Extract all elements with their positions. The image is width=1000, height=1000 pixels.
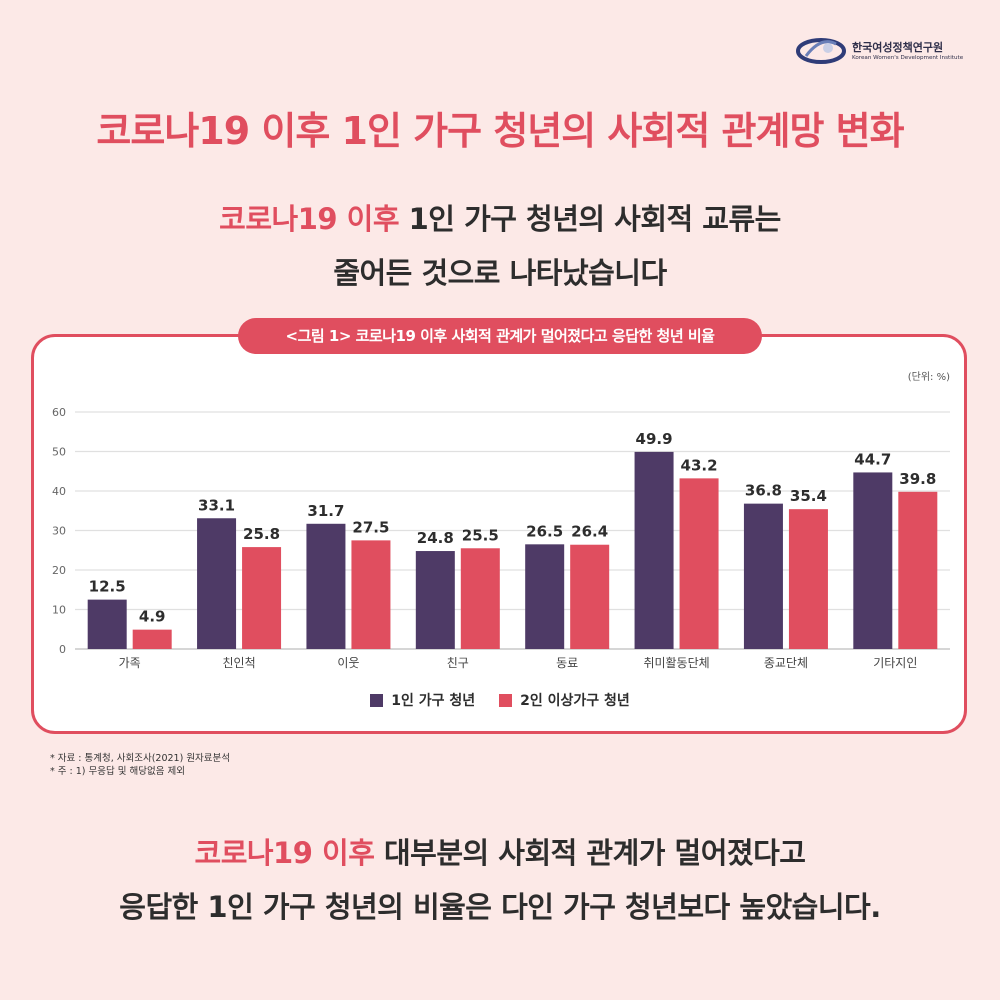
conclusion-text: 코로나19 이후 대부분의 사회적 관계가 멀어졌다고 응답한 1인 가구 청년… (0, 826, 1000, 934)
bar-series-1 (306, 523, 346, 649)
data-label: 24.8 (417, 529, 454, 547)
x-tick-label: 취미활동단체 (643, 656, 709, 670)
data-label: 33.1 (198, 496, 235, 514)
data-label: 35.4 (790, 487, 827, 505)
y-tick-label: 20 (52, 564, 66, 577)
bar-series-1 (634, 451, 674, 649)
subtitle-line-1-text: 1인 가구 청년의 사회적 교류는 (399, 202, 782, 236)
legend-item-series-2: 2인 이상가구 청년 (499, 690, 630, 710)
source-line-2: * 주 : 1) 무응답 및 해당없음 제외 (50, 766, 185, 777)
source-note: * 자료 : 통계청, 사회조사(2021) 원자료분석 * 주 : 1) 무응… (50, 752, 230, 778)
data-label: 49.9 (636, 430, 673, 448)
y-tick-label: 0 (59, 643, 66, 656)
data-label: 43.2 (681, 456, 718, 474)
subtitle-accent: 코로나19 이후 (219, 202, 400, 236)
y-tick-label: 10 (52, 604, 66, 617)
data-label: 31.7 (307, 502, 344, 520)
data-label: 25.8 (243, 525, 280, 543)
bar-series-2 (679, 478, 719, 649)
x-tick-label: 가족 (119, 656, 141, 670)
logo-name-en: Korean Women's Development Institute (852, 54, 964, 61)
y-tick-label: 60 (52, 406, 66, 419)
bar-series-2 (132, 629, 172, 649)
bar-series-2 (898, 491, 938, 649)
bar-series-2 (788, 509, 828, 649)
bar-chart: (단위: %) 0 10 20 30 40 50 60 12.5 4.9 가족 33.1 25.8 친인척… (52, 370, 950, 670)
x-tick-label: 기타지인 (873, 656, 917, 670)
bar-series-2 (351, 540, 391, 649)
conclusion-line-1: 코로나19 이후 대부분의 사회적 관계가 멀어졌다고 (0, 826, 1000, 880)
legend-label-series-2: 2인 이상가구 청년 (520, 693, 630, 709)
x-tick-label: 동료 (556, 656, 578, 670)
data-label: 25.5 (462, 526, 499, 544)
data-label: 12.5 (89, 578, 126, 596)
x-tick-label: 이웃 (337, 656, 359, 670)
page-title: 코로나19 이후 1인 가구 청년의 사회적 관계망 변화 (96, 109, 904, 153)
subtitle: 코로나19 이후 1인 가구 청년의 사회적 교류는 줄어든 것으로 나타났습니… (0, 192, 1000, 300)
bar-series-2 (570, 544, 610, 649)
subtitle-line-1: 코로나19 이후 1인 가구 청년의 사회적 교류는 (0, 192, 1000, 246)
chart-legend: 1인 가구 청년 2인 이상가구 청년 (0, 690, 1000, 710)
conclusion-line-2: 응답한 1인 가구 청년의 비율은 다인 가구 청년보다 높았습니다. (119, 890, 881, 924)
subtitle-line-2: 줄어든 것으로 나타났습니다 (333, 256, 667, 290)
bar-series-1 (853, 472, 893, 649)
legend-item-series-1: 1인 가구 청년 (370, 690, 475, 710)
bar-series-2 (242, 547, 282, 649)
y-tick-label: 40 (52, 485, 66, 498)
unit-note: (단위: %) (908, 370, 950, 383)
conclusion-accent: 코로나19 이후 (194, 836, 375, 870)
data-label: 26.5 (526, 522, 563, 540)
data-label: 26.4 (571, 523, 608, 541)
logo-name: 한국여성정책연구원 (852, 40, 944, 54)
institute-logo-icon (796, 38, 846, 64)
institute-logo: 한국여성정책연구원 Korean Women's Development Ins… (796, 34, 976, 68)
legend-swatch-series-2 (499, 693, 513, 707)
bar-series-1 (415, 551, 455, 649)
conclusion-line-1-text: 대부분의 사회적 관계가 멀어졌다고 (374, 836, 806, 870)
y-tick-label: 50 (52, 446, 66, 459)
x-tick-label: 종교단체 (764, 656, 808, 670)
bar-series-1 (87, 599, 127, 649)
source-line-1: * 자료 : 통계청, 사회조사(2021) 원자료분석 (50, 753, 231, 764)
figure-label: <그림 1> 코로나19 이후 사회적 관계가 멀어졌다고 응답한 청년 비율 (238, 318, 762, 354)
legend-label-series-1: 1인 가구 청년 (391, 693, 476, 709)
legend-swatch-series-1 (370, 693, 384, 707)
bar-series-1 (743, 503, 783, 649)
data-label: 44.7 (854, 450, 891, 468)
bar-series-2 (460, 548, 500, 649)
x-tick-label: 친구 (447, 656, 469, 670)
bar-series-1 (197, 518, 237, 649)
data-label: 39.8 (899, 470, 936, 488)
data-label: 27.5 (352, 518, 389, 536)
y-tick-label: 30 (52, 525, 66, 538)
data-label: 4.9 (139, 608, 166, 626)
data-label: 36.8 (745, 482, 782, 500)
bar-series-1 (525, 544, 565, 649)
x-tick-label: 친인척 (223, 656, 256, 670)
